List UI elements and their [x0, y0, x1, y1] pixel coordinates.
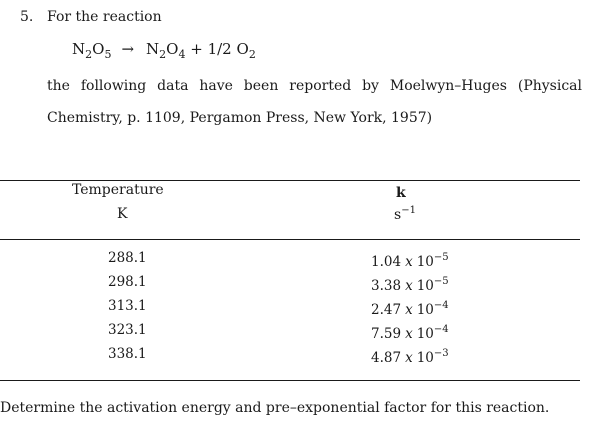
cell-temperature: 313.1 [108, 298, 147, 314]
cell-rate-constant: 3.38 x 10−5 [371, 276, 449, 295]
table-rule-mid [0, 239, 580, 240]
cell-temperature: 338.1 [108, 346, 147, 362]
closing-question: Determine the activation energy and pre–… [0, 400, 550, 416]
header-temperature: Temperature [72, 182, 164, 198]
cell-temperature: 323.1 [108, 322, 147, 338]
paragraph-line-1: the following data have been reported by… [47, 78, 582, 94]
cell-temperature: 298.1 [108, 274, 147, 290]
table-rule-top [0, 180, 580, 181]
paragraph-line-2: Chemistry, p. 1109, Pergamon Press, New … [47, 110, 433, 126]
problem-intro: For the reaction [47, 9, 162, 25]
cell-rate-constant: 1.04 x 10−5 [371, 252, 449, 271]
cell-rate-constant: 2.47 x 10−4 [371, 300, 449, 319]
cell-rate-constant: 4.87 x 10−3 [371, 348, 449, 367]
table-rule-bottom [0, 380, 580, 381]
header-k: k [396, 185, 406, 201]
reaction-equation: N2O5 → N2O4 + 1/2 O2 [72, 40, 256, 61]
cell-rate-constant: 7.59 x 10−4 [371, 324, 449, 343]
plus-term: + 1/2 [190, 40, 232, 58]
reaction-arrow: → [121, 40, 135, 58]
problem-number: 5. [20, 9, 34, 25]
header-k-unit: s−1 [394, 205, 416, 224]
product-1: N2O4 [146, 40, 186, 61]
cell-temperature: 288.1 [108, 250, 147, 266]
product-2: O2 [236, 40, 256, 61]
header-temperature-unit: K [117, 206, 128, 222]
reactant: N2O5 [72, 40, 112, 61]
